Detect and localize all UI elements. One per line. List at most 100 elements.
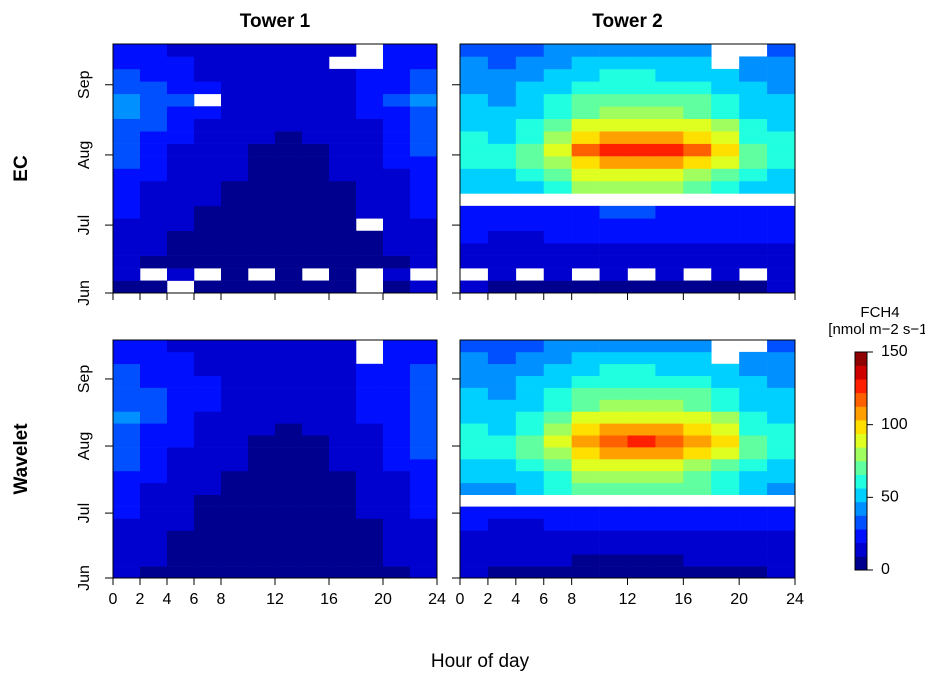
heat-cell [739,230,768,244]
heat-cell [571,156,600,169]
heat-cell [194,554,222,567]
heat-cell [383,143,411,157]
heat-cell [275,156,303,169]
heat-cell [655,81,684,95]
heat-cell [683,554,712,567]
heat-cell [711,423,740,436]
heat-cell [275,482,303,495]
heat-cell [599,542,628,555]
y-tick-label: Jun [76,280,93,306]
heat-cell [383,554,411,567]
heat-cell [460,435,489,448]
heat-cell [302,218,330,232]
heat-cell [627,156,656,169]
heat-cell [410,156,438,169]
heat-cell [113,518,141,531]
heat-cell [221,268,249,281]
colorbar-swatch [855,392,867,407]
heat-cell [140,168,168,182]
heat-cell [167,494,195,507]
heat-cell [543,375,572,388]
x-tick-label: 24 [428,591,446,608]
heat-cell [571,518,600,531]
heat-cell [248,218,276,232]
heat-cell [599,530,628,543]
heat-cell [739,554,768,567]
heat-cell [329,131,357,144]
heat-cell [248,530,276,543]
heat-cell [113,156,141,169]
heat-cell [221,387,249,400]
y-tick-label: Sep [76,365,93,394]
heat-cell [543,423,572,436]
heat-cell [739,180,768,194]
heat-cell [711,131,740,144]
heat-cell [248,156,276,169]
heat-cell [410,180,438,194]
heat-cell [221,205,249,219]
heat-cell [221,351,249,365]
heat-cell [167,81,195,95]
heat-cell [410,387,438,400]
heat-cell [487,399,517,412]
heat-cell [113,243,141,256]
heat-cell [655,168,684,182]
heat-cell [543,530,572,543]
heat-cell [275,68,303,82]
heat-cell [356,255,384,269]
heat-cell [221,168,249,182]
heat-cell [627,542,656,555]
heat-cell [571,280,600,294]
heat-cell [683,180,712,194]
heat-cell [221,399,249,412]
heat-cell [194,56,222,70]
heat-cell [275,542,303,555]
heat-cell [711,411,740,424]
panel-title: Tower 1 [240,11,311,32]
heat-cell [543,518,572,531]
heat-cell [167,351,195,365]
heat-cell [627,459,656,472]
heat-cell [356,205,384,219]
heat-cell [140,205,168,219]
x-axis-label: Hour of day [431,651,530,672]
heat-cell [460,56,489,70]
heat-cell [571,554,600,567]
heat-cell [711,470,740,484]
heat-cell [194,542,222,555]
heat-cell [275,506,303,519]
heat-cell [275,387,303,400]
heat-cell [329,518,357,531]
x-tick-label: 6 [539,591,548,608]
heat-cell [543,351,572,365]
heat-cell [140,554,168,567]
heat-cell [248,68,276,82]
heat-cell [275,470,303,484]
heat-cell [302,255,330,269]
heat-cell [383,93,411,107]
heat-cell [383,542,411,555]
heat-cell [167,255,195,269]
heat-cell [410,542,438,555]
heat-cell [167,44,195,57]
heat-cell [302,193,330,207]
heat-cell [655,375,684,388]
heat-cell [711,168,740,182]
y-tick-label: Sep [76,70,93,99]
heat-cell [410,68,438,82]
heat-cell [140,351,168,365]
heat-cell [460,243,489,256]
heat-cell [571,168,600,182]
heat-cell [302,131,330,144]
heat-cell [683,375,712,388]
heat-cell [302,506,330,519]
heat-cell [739,566,768,579]
heat-cell [356,131,384,144]
heat-cell [140,423,168,436]
heat-cell [248,280,276,294]
heat-cell [711,399,740,412]
heat-cell [302,143,330,157]
heat-cell [487,143,517,157]
heat-cell [515,131,545,144]
heat-cell [460,81,489,95]
